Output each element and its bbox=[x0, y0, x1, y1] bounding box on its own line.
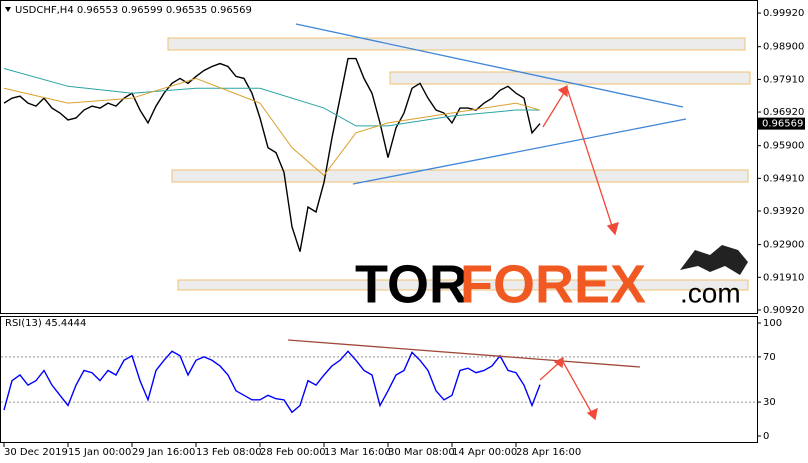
y-tick-label: 0.96920 bbox=[763, 107, 804, 118]
x-tick-label: 28 Apr 16:00 bbox=[516, 447, 581, 458]
y-tick-label: 0.98900 bbox=[763, 42, 804, 53]
price-panel bbox=[0, 0, 758, 314]
arrow-head bbox=[557, 84, 619, 236]
x-tick-label: 13 Mar 16:00 bbox=[324, 447, 391, 458]
menu-arrow bbox=[5, 7, 11, 12]
y-tick-label: 30 bbox=[763, 397, 776, 408]
logo-text: TOR bbox=[355, 254, 468, 314]
series-line bbox=[3, 77, 541, 177]
x-tick-label: 30 Dec 2019 bbox=[4, 447, 68, 458]
zone bbox=[171, 169, 749, 183]
y-tick-label: 0.97910 bbox=[763, 74, 804, 85]
logo: TOR FOREX .com bbox=[355, 245, 748, 314]
zone bbox=[167, 37, 746, 51]
forecast-arrow bbox=[542, 86, 615, 233]
y-tick-label: 0.94910 bbox=[763, 173, 804, 184]
arrow-head bbox=[553, 356, 598, 421]
series-line bbox=[3, 350, 541, 414]
trend-line bbox=[352, 118, 687, 185]
trend-line bbox=[295, 23, 684, 108]
x-tick-label: 13 Feb 08:00 bbox=[196, 447, 262, 458]
rsi-arrow bbox=[539, 358, 595, 418]
x-tick-label: 14 Apr 00:00 bbox=[452, 447, 517, 458]
zone bbox=[177, 279, 749, 291]
y-tick-label: 0.90920 bbox=[763, 305, 804, 316]
series-line bbox=[3, 68, 540, 127]
annotations bbox=[287, 23, 687, 421]
y-tick-label: 70 bbox=[763, 352, 776, 363]
y-tick-label: 0 bbox=[763, 431, 769, 442]
zone bbox=[389, 71, 751, 85]
y-tick-label: 0.99920 bbox=[763, 8, 804, 19]
series-line bbox=[3, 57, 541, 252]
price-tag-label: 0.96569 bbox=[762, 119, 803, 130]
rsi-panel bbox=[0, 316, 758, 443]
x-tick-label: 28 Feb 00:00 bbox=[260, 447, 326, 458]
x-tick-label: 30 Mar 08:00 bbox=[388, 447, 455, 458]
logo-suffix: .com bbox=[680, 277, 741, 308]
y-tick-label: 0.91910 bbox=[763, 272, 804, 283]
y-tick-label: 0.93920 bbox=[763, 206, 804, 217]
price-tag bbox=[757, 117, 805, 130]
y-tick-label: 0.92900 bbox=[763, 240, 804, 251]
y-tick-label: 100 bbox=[763, 318, 782, 329]
rsi-trend-line bbox=[287, 339, 641, 368]
logo-bull bbox=[680, 245, 748, 275]
x-tick-label: 15 Jan 00:00 bbox=[68, 447, 131, 458]
x-tick-label: 29 Jan 16:00 bbox=[132, 447, 195, 458]
plot bbox=[1, 57, 757, 414]
y-tick-label: 0.95900 bbox=[763, 141, 804, 152]
rsi-title: RSI(13) 45.4444 bbox=[5, 318, 86, 329]
zones bbox=[167, 37, 751, 291]
logo-text: FOREX bbox=[460, 254, 646, 314]
chart-title: USDCHF,H4 0.96553 0.96599 0.96535 0.9656… bbox=[15, 5, 252, 16]
